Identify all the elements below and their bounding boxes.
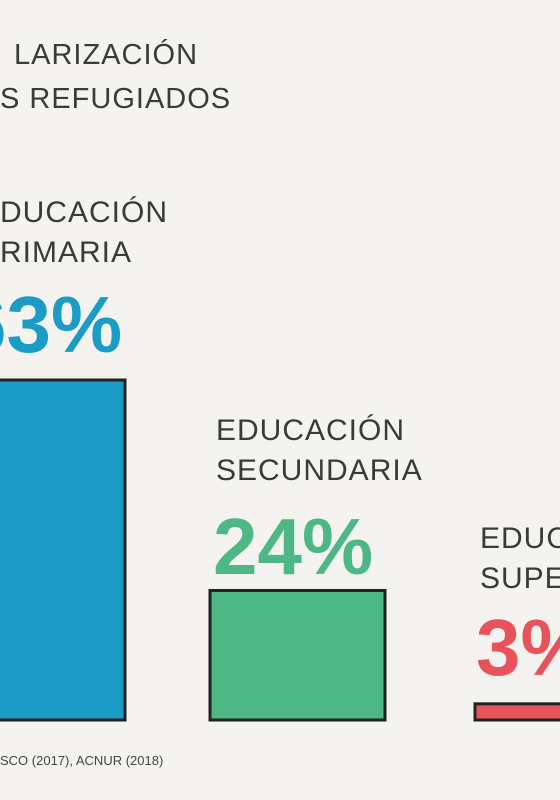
category-label: EDUC [480, 522, 560, 555]
bar [208, 588, 387, 722]
category-label: DUCACIÓN [0, 196, 168, 229]
value-label: 24% [213, 502, 373, 591]
category-label: SECUNDARIA [216, 454, 423, 487]
source: SCO (2017), ACNUR (2018) [0, 753, 163, 768]
value-label: 63% [0, 280, 122, 369]
title-line: LARIZACIÓN [14, 38, 198, 71]
category-label: RIMARIA [0, 236, 132, 269]
bar [473, 702, 560, 722]
category-label: EDUCACIÓN [216, 414, 405, 447]
bar [0, 378, 127, 722]
value-label: 3% [476, 603, 560, 692]
category-label: SUPE [480, 562, 560, 595]
title-line: S REFUGIADOS [0, 83, 231, 115]
